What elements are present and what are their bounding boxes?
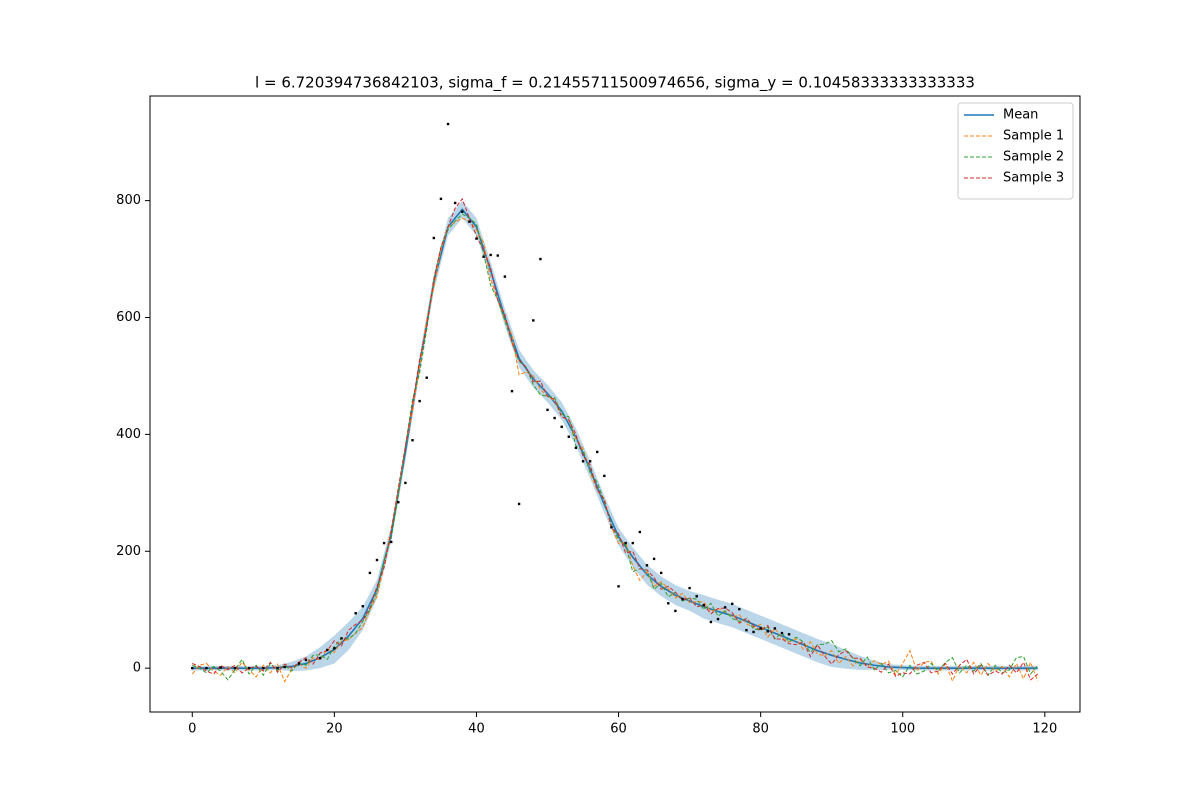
data-point bbox=[318, 657, 322, 660]
data-point bbox=[326, 648, 329, 652]
series-line bbox=[191, 217, 1039, 683]
x-tick-label: 80 bbox=[752, 722, 769, 737]
data-point bbox=[638, 530, 642, 534]
data-point bbox=[716, 617, 720, 621]
data-point bbox=[475, 237, 478, 240]
data-point bbox=[340, 637, 343, 640]
plot-area bbox=[191, 122, 1039, 683]
data-point bbox=[297, 662, 301, 665]
x-tick-label: 100 bbox=[890, 722, 915, 737]
data-point bbox=[645, 564, 649, 567]
x-tick-label: 40 bbox=[468, 722, 485, 737]
data-point bbox=[425, 376, 428, 379]
data-point bbox=[304, 658, 308, 662]
data-point bbox=[574, 446, 578, 450]
data-point bbox=[610, 526, 613, 529]
x-tick-label: 0 bbox=[188, 722, 196, 737]
legend-label: Mean bbox=[1003, 108, 1038, 123]
data-point bbox=[382, 541, 386, 545]
data-point bbox=[354, 612, 357, 615]
data-point bbox=[667, 602, 670, 605]
data-point bbox=[766, 630, 769, 633]
data-point bbox=[461, 210, 464, 213]
data-point bbox=[205, 666, 208, 670]
data-point bbox=[333, 647, 336, 650]
data-point bbox=[702, 603, 706, 607]
data-point bbox=[283, 665, 286, 669]
legend-label: Sample 1 bbox=[1003, 129, 1064, 144]
x-tick-label: 60 bbox=[610, 722, 627, 737]
data-point bbox=[787, 633, 791, 636]
data-point bbox=[517, 502, 521, 506]
data-point bbox=[738, 607, 741, 611]
y-tick-label: 400 bbox=[116, 427, 141, 442]
data-point bbox=[596, 450, 599, 454]
data-point bbox=[219, 666, 222, 669]
data-point bbox=[567, 435, 571, 438]
data-point bbox=[247, 666, 251, 670]
legend-label: Sample 2 bbox=[1003, 150, 1064, 165]
data-point bbox=[759, 627, 762, 630]
data-point bbox=[439, 197, 443, 201]
data-point bbox=[560, 425, 563, 428]
data-point bbox=[233, 666, 237, 670]
data-point bbox=[603, 474, 606, 478]
data-point bbox=[674, 609, 677, 613]
data-point bbox=[397, 500, 400, 504]
x-tick-label: 20 bbox=[326, 722, 343, 737]
data-point bbox=[361, 605, 364, 608]
data-point bbox=[745, 628, 748, 632]
data-point bbox=[432, 236, 436, 240]
x-tick-label: 120 bbox=[1032, 722, 1057, 737]
data-point bbox=[631, 541, 634, 545]
data-point bbox=[731, 602, 734, 606]
data-point bbox=[752, 630, 755, 634]
y-tick-label: 800 bbox=[116, 193, 141, 208]
data-point bbox=[276, 666, 279, 670]
data-point bbox=[624, 541, 627, 545]
data-point bbox=[453, 201, 457, 205]
data-point bbox=[539, 257, 542, 261]
data-point bbox=[773, 627, 777, 630]
legend-label: Sample 3 bbox=[1003, 171, 1064, 186]
data-point bbox=[446, 122, 450, 126]
data-point bbox=[652, 557, 656, 561]
data-point bbox=[532, 319, 535, 322]
data-point bbox=[482, 255, 485, 258]
axes-frame bbox=[149, 95, 1081, 713]
data-point bbox=[191, 666, 194, 670]
y-tick-label: 600 bbox=[116, 310, 141, 325]
data-point bbox=[617, 585, 620, 588]
data-point bbox=[418, 399, 421, 403]
data-point bbox=[695, 595, 698, 598]
legend-box bbox=[957, 102, 1074, 200]
data-point bbox=[404, 481, 407, 485]
data-point bbox=[546, 408, 549, 412]
data-point bbox=[581, 460, 585, 463]
y-tick-label: 200 bbox=[116, 544, 141, 559]
data-point bbox=[489, 253, 492, 257]
data-point bbox=[723, 606, 727, 609]
y-tick-label: 0 bbox=[133, 661, 141, 676]
data-point bbox=[709, 620, 713, 624]
data-point bbox=[780, 631, 784, 635]
data-point bbox=[468, 220, 471, 223]
data-point bbox=[496, 254, 499, 257]
data-point bbox=[503, 275, 507, 278]
data-point bbox=[688, 586, 691, 590]
data-point bbox=[553, 416, 556, 420]
data-point bbox=[411, 439, 414, 442]
data-point bbox=[390, 540, 393, 544]
chart-title: l = 6.720394736842103, sigma_f = 0.21455… bbox=[255, 74, 975, 93]
data-point bbox=[659, 571, 663, 575]
series-line bbox=[192, 197, 1039, 681]
data-point bbox=[368, 571, 372, 575]
data-point bbox=[681, 598, 684, 601]
data-point bbox=[510, 389, 514, 393]
data-point bbox=[262, 666, 265, 670]
data-point bbox=[588, 460, 592, 463]
data-point bbox=[375, 558, 379, 562]
